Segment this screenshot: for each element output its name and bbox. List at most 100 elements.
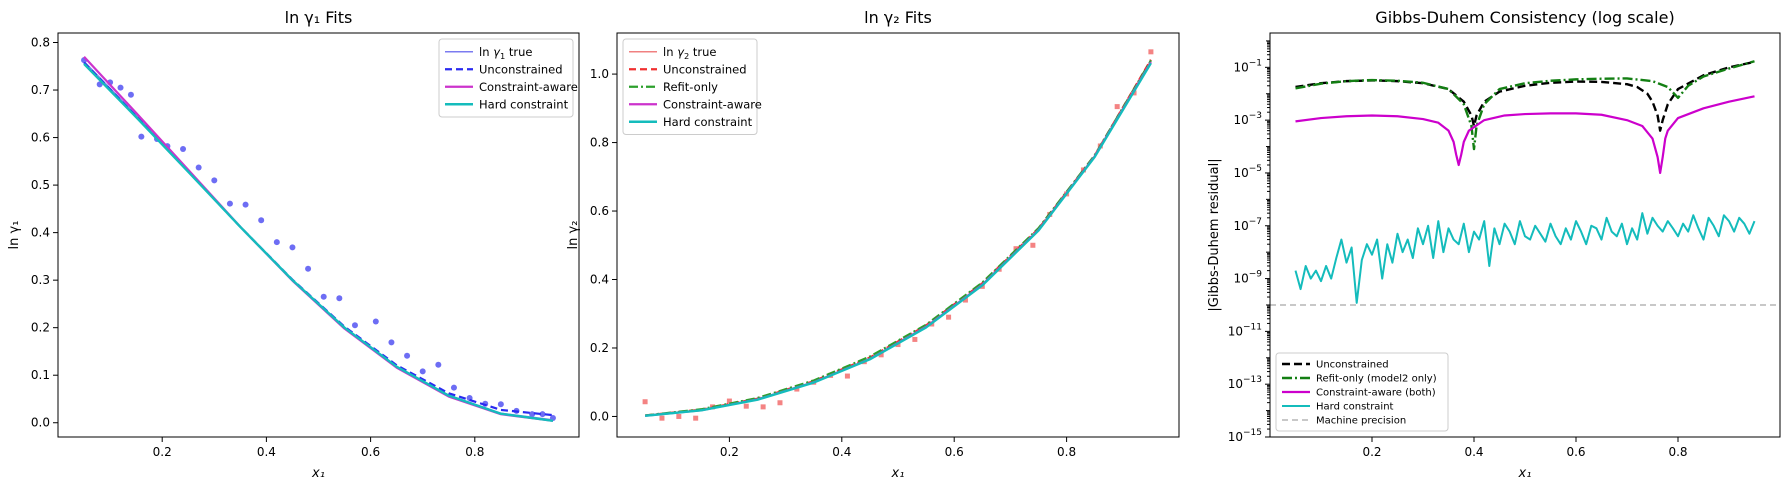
chart-panel-gibbs-duhem: Gibbs-Duhem Consistency (log scale) 0.2 0.… (1207, 8, 1781, 481)
plot-area (642, 49, 1154, 421)
y-tick-base: 10 (1228, 377, 1243, 391)
data-point (435, 361, 442, 368)
legend-frame (622, 38, 758, 135)
series-line-unconstrained (644, 59, 1152, 417)
x-tick-label: 0.2 (153, 445, 172, 459)
chart-title: ln γ₁ Fits (285, 8, 353, 27)
series-line-hard-constraint (83, 63, 554, 423)
legend-label: Refit-only (model2 only) (1316, 374, 1437, 385)
y-tick-label: 0.4 (590, 273, 609, 287)
axes-frame (616, 32, 1180, 438)
data-point (946, 314, 952, 320)
series-line-constraint-aware-both (1295, 95, 1755, 175)
data-point (289, 244, 296, 251)
plot-area (1270, 60, 1780, 306)
data-point (794, 386, 800, 392)
legend-label: Hard constraint (1316, 402, 1394, 413)
y-tick-base: 10 (1233, 113, 1248, 127)
data-point (388, 339, 395, 346)
chart-panel-ln-gamma2: ln γ₂ Fits 0.2 0.4 0.6 0.8 0.0 0.2 0.4 0.6 0.8 1.0… (566, 8, 1180, 481)
x-axis-label: x₁ (1518, 466, 1532, 481)
data-point (726, 398, 732, 404)
legend-label: Hard constraint (479, 97, 569, 111)
data-point (962, 297, 968, 303)
data-point (273, 239, 280, 246)
legend: ln γ1 trueUnconstrainedConstraint-awareH… (438, 38, 578, 118)
y-tick-label: 0.0 (590, 409, 609, 423)
y-axis-label: |Gibbs-Duhem residual| (1207, 158, 1222, 311)
data-point (659, 415, 665, 421)
data-point (195, 164, 202, 171)
y-tick-base: 10 (1233, 166, 1248, 180)
y-tick-label: 1.0 (590, 67, 609, 81)
y-tick-base: 10 (1233, 219, 1248, 233)
y-tick-base: 10 (1233, 60, 1248, 74)
data-point (180, 145, 187, 152)
y-tick-label: 0.5 (31, 178, 50, 192)
legend-label: ln γ2 true (663, 45, 716, 61)
legend-label-prefix: ln (663, 45, 677, 59)
x-tick-label: 0.8 (1057, 445, 1076, 459)
y-tick-exponent: −7 (1249, 217, 1262, 227)
data-point (676, 413, 682, 419)
legend: ln γ2 trueUnconstrainedRefit-onlyConstra… (622, 38, 762, 135)
series-line-refit-only-model2-only (1295, 60, 1755, 151)
data-point (404, 352, 411, 359)
legend-label-symbol: γ (677, 45, 685, 59)
y-tick-label: 10−11 (1228, 322, 1262, 338)
chart-title: ln γ₂ Fits (864, 8, 932, 27)
y-tick-label: 10−1 (1233, 58, 1262, 74)
data-point (419, 368, 426, 375)
x-tick-label: 0.4 (832, 445, 851, 459)
y-tick-exponent: −11 (1243, 322, 1262, 332)
y-tick-label: 0.8 (31, 36, 50, 50)
data-point (743, 403, 749, 409)
legend-label: Unconstrained (663, 62, 747, 76)
data-point (242, 201, 249, 208)
data-point (497, 401, 504, 408)
x-tick-label: 0.6 (361, 445, 380, 459)
legend-label: ln γ1 true (479, 45, 532, 61)
legend-frame (438, 38, 574, 118)
data-point (305, 265, 312, 272)
chart-title: Gibbs-Duhem Consistency (log scale) (1375, 8, 1674, 27)
y-tick-label: 10−9 (1233, 270, 1262, 286)
data-point (1148, 49, 1154, 55)
data-point (226, 200, 233, 207)
y-tick-label: 0.6 (31, 131, 50, 145)
data-point (539, 411, 546, 418)
series-line-hard-constraint (644, 62, 1152, 417)
data-point (320, 293, 327, 300)
data-point (127, 91, 134, 98)
data-point (336, 295, 343, 302)
data-point (351, 322, 358, 329)
x-tick-label: 0.2 (1362, 445, 1381, 459)
x-axis-label: x₁ (891, 466, 905, 481)
legend-label: Unconstrained (479, 62, 563, 76)
x-tick-label: 0.4 (257, 445, 276, 459)
axes-frame (1269, 32, 1781, 438)
data-point (138, 133, 145, 140)
legend-label: Hard constraint (663, 115, 753, 129)
y-tick-exponent: −5 (1249, 164, 1262, 174)
y-tick-label: 0.4 (31, 226, 50, 240)
legend: Unconstrained Refit-only (model2 only) Con… (1275, 352, 1449, 432)
data-point (693, 415, 699, 421)
data-point (878, 352, 884, 358)
data-point (1030, 242, 1036, 248)
data-point (1114, 104, 1120, 110)
legend-label: Constraint-aware (both) (1316, 388, 1436, 399)
y-tick-base: 10 (1233, 272, 1248, 286)
legend-label-symbol: γ (493, 45, 501, 59)
y-tick-label: 0.3 (31, 273, 50, 287)
data-point (844, 373, 850, 379)
legend-label: Unconstrained (1316, 360, 1389, 371)
x-tick-label: 0.6 (1566, 445, 1585, 459)
y-tick-exponent: −13 (1243, 375, 1262, 385)
legend-label: Machine precision (1316, 416, 1406, 427)
y-tick-base: 10 (1228, 324, 1243, 338)
legend-label: Refit-only (663, 80, 718, 94)
chart-panel-ln-gamma1: ln γ₁ Fits 0.2 0.4 0.6 0.8 0.0 0.1 0.2 0.3 0.4 0.5… (7, 8, 580, 481)
x-tick-label: 0.8 (465, 445, 484, 459)
legend-label-subscript: 1 (500, 51, 505, 61)
